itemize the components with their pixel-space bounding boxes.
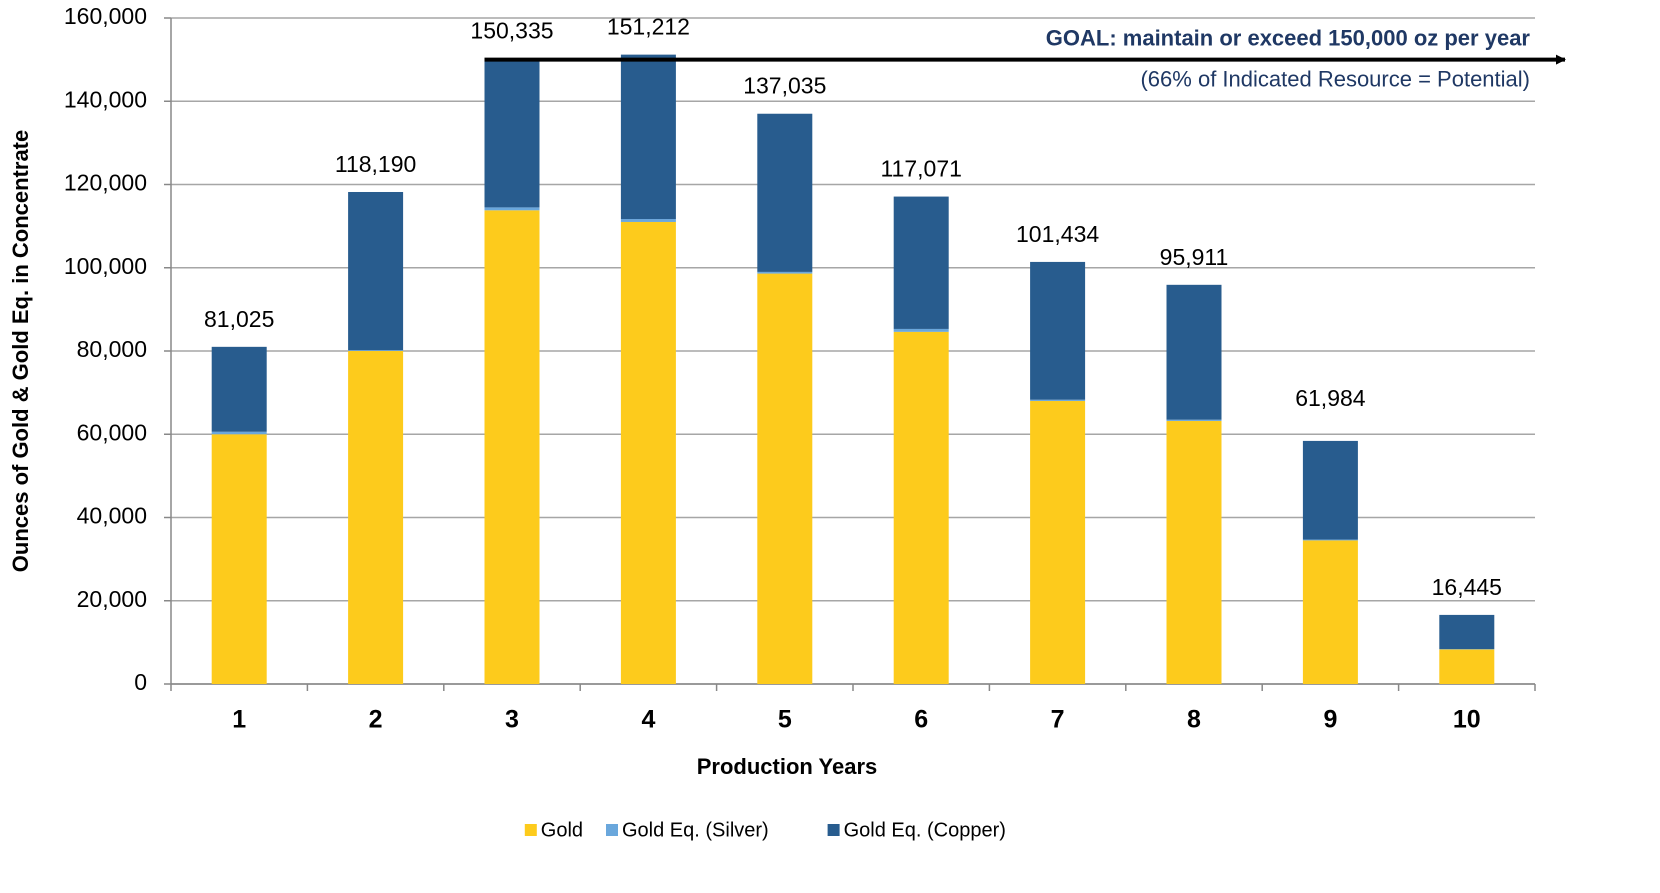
bar-segment bbox=[757, 113, 813, 272]
bar-segment bbox=[484, 207, 540, 211]
y-tick-label: 80,000 bbox=[77, 336, 147, 362]
legend-swatch bbox=[606, 824, 618, 836]
bar-segment bbox=[757, 271, 813, 274]
x-tick-label: 5 bbox=[778, 706, 792, 734]
total-label: 81,025 bbox=[204, 306, 274, 332]
bar-segment bbox=[348, 350, 404, 351]
legend-label: Gold Eq. (Silver) bbox=[622, 819, 769, 841]
bar-segment bbox=[1166, 284, 1222, 420]
y-tick-label: 160,000 bbox=[64, 3, 147, 29]
y-tick-label: 60,000 bbox=[77, 419, 147, 445]
bar-segment bbox=[893, 328, 949, 332]
bar-segment bbox=[1030, 399, 1086, 401]
bar-segment bbox=[893, 196, 949, 329]
total-label: 95,911 bbox=[1160, 244, 1229, 270]
bar-segment bbox=[620, 221, 676, 684]
legend-label: Gold bbox=[541, 819, 583, 841]
bar-segment bbox=[1302, 440, 1358, 540]
bar-segment bbox=[1302, 539, 1358, 541]
total-label: 61,984 bbox=[1295, 385, 1366, 411]
total-label: 151,212 bbox=[607, 14, 690, 40]
legend-swatch bbox=[827, 824, 840, 836]
bar-segment bbox=[1030, 400, 1086, 684]
goal-label: GOAL: maintain or exceed 150,000 oz per … bbox=[1046, 25, 1531, 50]
y-tick-label: 120,000 bbox=[64, 170, 147, 196]
bar-segment bbox=[893, 331, 949, 684]
bar-segment bbox=[1439, 614, 1495, 650]
y-tick-label: 140,000 bbox=[64, 86, 147, 112]
legend-swatch bbox=[524, 824, 537, 836]
total-label: 16,445 bbox=[1432, 574, 1502, 600]
y-tick-label: 20,000 bbox=[77, 586, 147, 612]
x-tick-label: 2 bbox=[369, 706, 383, 734]
total-label: 118,190 bbox=[335, 151, 416, 177]
legend-label: Gold Eq. (Copper) bbox=[844, 819, 1006, 841]
bar-segment bbox=[620, 54, 676, 220]
total-label: 137,035 bbox=[743, 73, 826, 99]
bar-segment bbox=[484, 58, 540, 208]
y-tick-label: 0 bbox=[134, 669, 147, 695]
x-tick-label: 1 bbox=[232, 706, 246, 734]
x-axis-title: Production Years bbox=[697, 754, 878, 779]
x-tick-label: 8 bbox=[1187, 706, 1201, 734]
bar-segment bbox=[348, 351, 404, 684]
bar-segment bbox=[211, 431, 267, 435]
total-label: 117,071 bbox=[880, 156, 961, 182]
y-tick-label: 40,000 bbox=[77, 503, 147, 529]
total-label: 101,434 bbox=[1016, 221, 1099, 247]
x-tick-label: 7 bbox=[1051, 706, 1065, 734]
bar-segment bbox=[484, 210, 540, 684]
bar-segment bbox=[1439, 649, 1495, 684]
x-tick-label: 4 bbox=[641, 706, 655, 734]
total-label: 150,335 bbox=[470, 17, 553, 43]
y-tick-label: 100,000 bbox=[64, 253, 147, 279]
bar-segment bbox=[211, 434, 267, 684]
x-tick-label: 6 bbox=[914, 706, 928, 734]
y-axis-title: Ounces of Gold & Gold Eq. in Concentrate bbox=[8, 130, 33, 572]
x-tick-label: 10 bbox=[1453, 706, 1481, 734]
bar-segment bbox=[348, 191, 404, 351]
bar-segment bbox=[211, 346, 267, 432]
bar-segment bbox=[1302, 540, 1358, 684]
x-tick-label: 9 bbox=[1323, 706, 1337, 734]
bar-segment bbox=[620, 219, 676, 222]
bar-segment bbox=[1166, 419, 1222, 421]
bar-segment bbox=[757, 273, 813, 684]
bar-segment bbox=[1030, 261, 1086, 400]
bar-segment bbox=[1166, 420, 1222, 684]
goal-note: (66% of Indicated Resource = Potential) bbox=[1140, 66, 1530, 91]
x-tick-label: 3 bbox=[505, 706, 519, 734]
